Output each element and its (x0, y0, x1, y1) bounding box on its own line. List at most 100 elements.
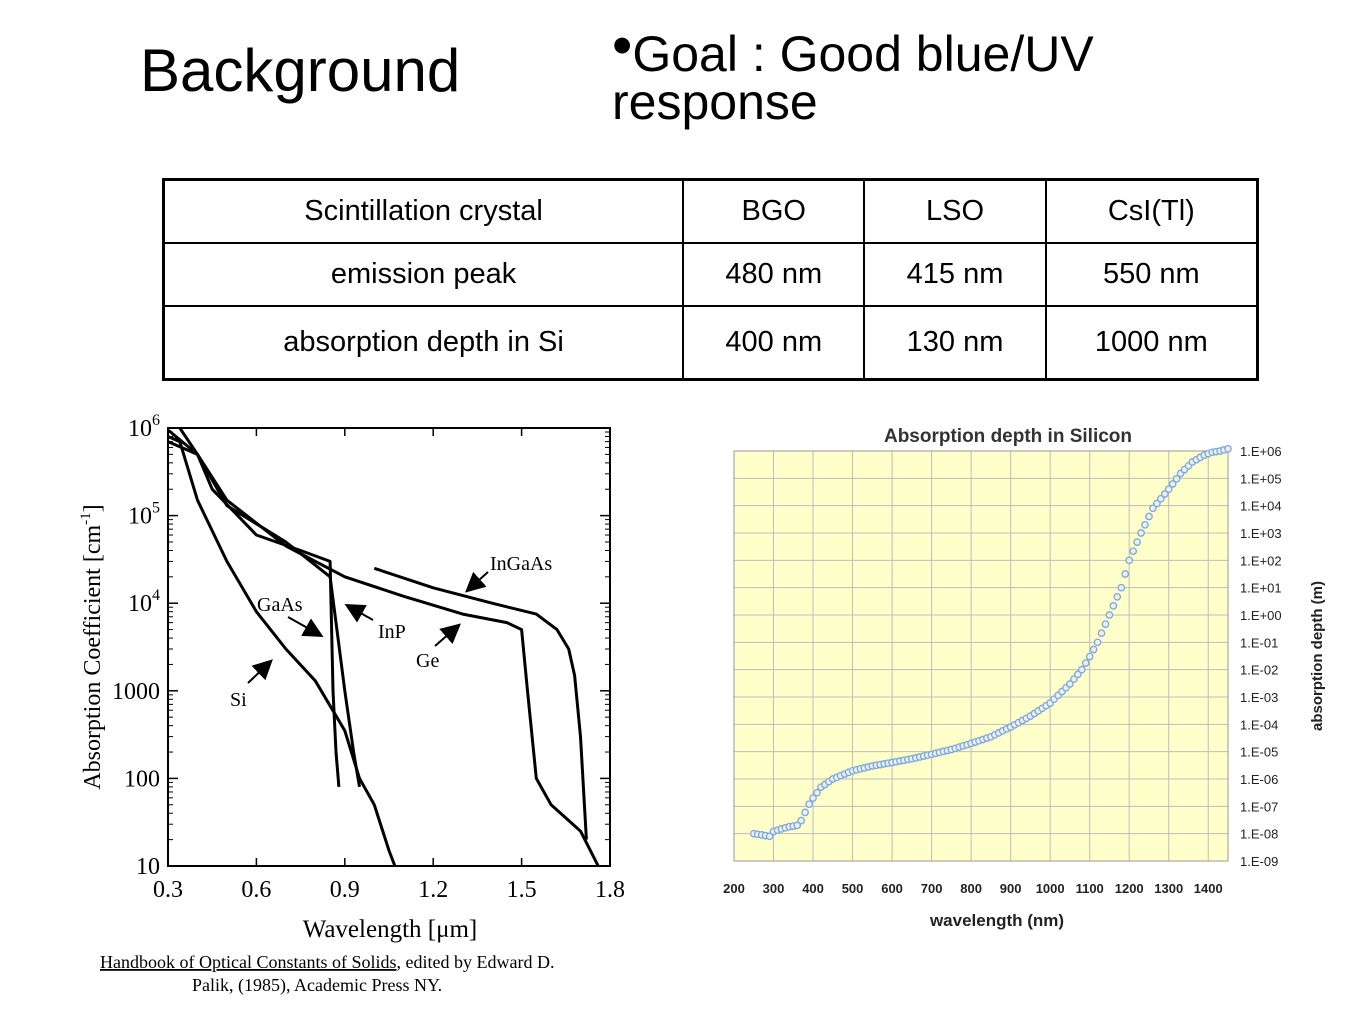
inp-label: InP (378, 621, 406, 643)
y-tick-label: 1.E+03 (1240, 526, 1282, 541)
inp-arrow (344, 604, 374, 623)
data-point (1164, 485, 1173, 494)
data-point (1089, 645, 1098, 654)
table-cell: 415 nm (863, 242, 1047, 307)
y-tick-label: 1.E-09 (1240, 854, 1278, 869)
y-tick-labels: 1.E-09 1.E-08 1.E-07 1.E-06 1.E-05 1.E-04 1.E-… (1240, 444, 1282, 869)
y-tick-label: 104 (128, 587, 160, 617)
reference-title: Handbook of Optical Constants of Solids (100, 952, 396, 972)
y-tick-label: 106 (128, 412, 160, 442)
y-tick-labels: 10 100 1000 104 105 106 (112, 412, 160, 880)
data-point (1109, 602, 1118, 610)
x-axis-label: Wavelength [μm] (303, 916, 478, 943)
table-header-cell: BGO (682, 178, 866, 244)
slide-title: Background (140, 37, 461, 104)
data-point (809, 794, 817, 802)
x-tick-label: 700 (921, 881, 943, 896)
data-point (1066, 680, 1074, 688)
x-tick-label: 1.8 (595, 877, 625, 903)
data-point (1153, 499, 1161, 508)
data-point (1105, 611, 1114, 619)
y-tick-label: 1.E-05 (1240, 745, 1278, 760)
table-header-cell: LSO (863, 178, 1047, 244)
series-line-ingaas (373, 566, 588, 840)
data-point (793, 821, 802, 830)
ge-label: Ge (416, 650, 439, 672)
data-point (1085, 652, 1094, 661)
y-tick-label: 1.E-04 (1240, 717, 1278, 732)
series-group (167, 427, 600, 867)
data-point (1081, 659, 1090, 667)
data-point (1224, 444, 1232, 453)
plot-frame (167, 427, 611, 867)
x-tick-label: 1300 (1154, 881, 1183, 896)
reference-line-1: Handbook of Optical Constants of Solids,… (100, 952, 554, 972)
x-tick-label: 300 (763, 881, 785, 896)
data-point (813, 788, 821, 797)
series-line-gaas (167, 428, 341, 788)
x-tick-label: 0.3 (153, 877, 183, 903)
y-tick-label: 1.E+04 (1240, 499, 1282, 514)
ingaas-arrow (465, 571, 489, 593)
data-point (1070, 675, 1078, 684)
si-label: Si (230, 689, 247, 711)
table-header-cell: CsI(Tl) (1044, 178, 1259, 244)
data-point (1125, 556, 1134, 565)
reference-line-2: Palik, (1985), Academic Press NY. (192, 975, 442, 996)
x-tick-label: 200 (723, 881, 745, 896)
x-tick-label: 1400 (1194, 881, 1223, 896)
x-tick-label: 1000 (1036, 881, 1065, 896)
x-tick-label: 400 (802, 881, 824, 896)
y-tick-label: 1.E+01 (1240, 581, 1282, 596)
series-line-si (167, 435, 397, 867)
y-axis-superscript: -1 (78, 512, 94, 525)
data-point (1113, 592, 1122, 601)
x-tick-label: 800 (960, 881, 982, 896)
x-tick-label: 1100 (1076, 881, 1104, 896)
table-cell: 1000 nm (1044, 305, 1259, 381)
crystal-table: Scintillation crystal BGO LSO CsI(Tl) em… (162, 178, 1259, 381)
data-point (1137, 529, 1145, 537)
reference-rest: , edited by Edward D. (396, 952, 554, 972)
data-point (1101, 620, 1110, 628)
data-point (797, 816, 806, 825)
x-tick-label: 1.2 (418, 877, 448, 903)
data-point (1149, 504, 1157, 513)
ingaas-label: InGaAs (490, 553, 552, 575)
table-cell: 550 nm (1044, 242, 1259, 307)
x-tick-labels: 0.3 0.6 0.9 1.2 1.5 1.8 (153, 877, 625, 903)
chart-title: Absorption depth in Silicon (884, 426, 1132, 447)
y-tick-label: 10 (136, 854, 160, 880)
data-point (1093, 638, 1102, 647)
x-axis-label: wavelength (nm) (929, 911, 1064, 930)
data-point (1077, 665, 1086, 674)
table-cell: 480 nm (682, 242, 866, 307)
x-tick-label: 0.6 (241, 877, 271, 903)
goal-statement: •Goal : Good blue/UV response (612, 17, 1312, 128)
x-tick-label: 0.9 (330, 877, 360, 903)
data-point (1129, 547, 1138, 556)
table-cell: 130 nm (863, 305, 1047, 381)
series-line-ge (167, 440, 600, 867)
y-axis-bracket: ] (80, 504, 106, 512)
data-point (1172, 474, 1181, 483)
plot-background (734, 451, 1228, 861)
table-cell: emission peak (162, 242, 685, 307)
data-point (1141, 520, 1149, 529)
data-point (1145, 512, 1153, 521)
data-point (1156, 494, 1165, 503)
y-tick-label: 1.E-01 (1240, 635, 1278, 650)
absorption-coefficient-chart: 0.3 0.6 0.9 1.2 1.5 1.8 10 100 1000 104 105 106 Wa… (78, 412, 625, 996)
y-tick-label: 1.E-02 (1240, 663, 1278, 678)
goal-line-2: response (612, 74, 818, 130)
y-tick-label: 100 (124, 766, 160, 792)
data-point (765, 832, 774, 841)
y-tick-label: 1.E+05 (1240, 471, 1282, 486)
y-tick-label: 1.E-08 (1240, 827, 1278, 842)
x-tick-labels: 200 300 400 500 600 700 800 900 1000 1100 1200 1300… (723, 881, 1223, 896)
table-cell: absorption depth in Si (162, 305, 685, 381)
table-header-row: Scintillation crystal BGO LSO CsI(Tl) (162, 178, 1259, 244)
data-point (1117, 583, 1126, 592)
ge-arrow (434, 623, 462, 647)
table-header-cell: Scintillation crystal (162, 178, 685, 244)
